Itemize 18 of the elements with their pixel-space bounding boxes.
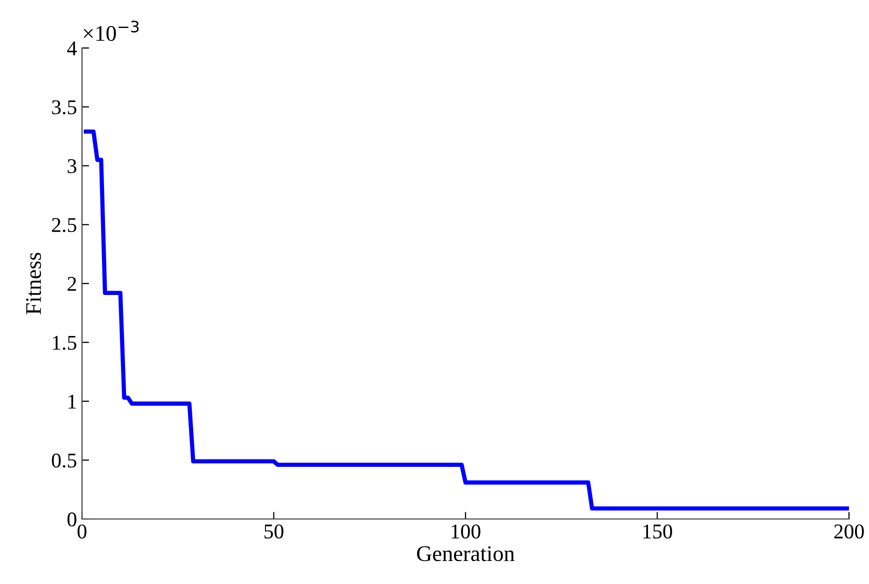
y-tick-label: 2 xyxy=(68,276,76,291)
x-tick-label: 0 xyxy=(78,524,86,539)
text: ×10$^{−3}$ xyxy=(84,20,139,41)
y-tick-label: 3 xyxy=(68,159,76,174)
y-tick-label: 1 xyxy=(68,394,76,408)
y-tick-label: 2.5 xyxy=(52,218,76,232)
y-tick-label: 0 xyxy=(68,512,76,526)
x-axis-title: Generation xyxy=(417,546,515,562)
y-tick-label: 4 xyxy=(67,42,77,56)
x-tick-label: 100 xyxy=(452,524,480,539)
line-series xyxy=(84,130,849,510)
y-tick-label: 1.5 xyxy=(52,336,76,350)
y-tick-label: 3.5 xyxy=(52,100,76,114)
y-tick-label: 0.5 xyxy=(52,454,76,468)
x-tick-label: 200 xyxy=(834,524,864,539)
x-tick-label: 50 xyxy=(264,524,284,539)
x-tick-label: 150 xyxy=(643,524,672,539)
y-axis-title: Fitness xyxy=(26,252,42,314)
